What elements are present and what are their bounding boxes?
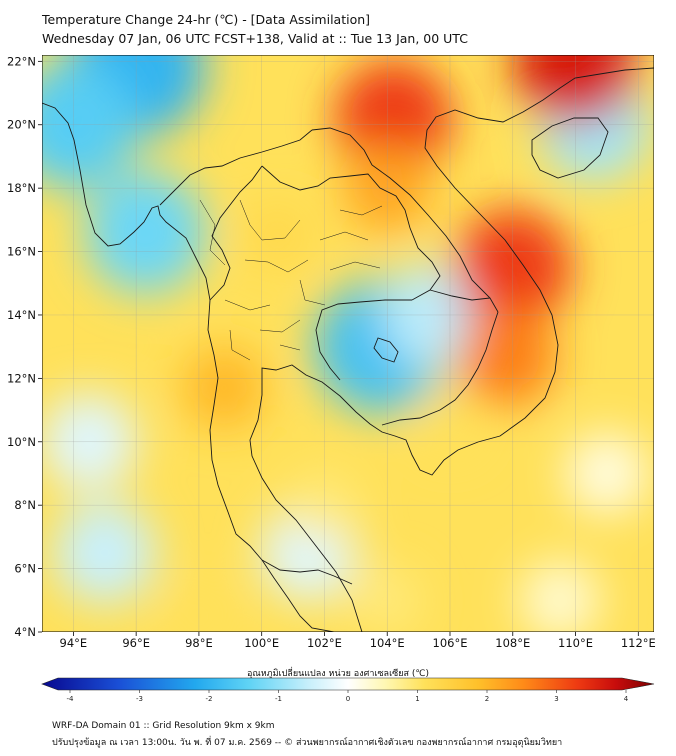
border-myanmar-thailand [159,129,313,301]
field-anomaly-9 [565,432,649,515]
map-axes: 94°E 96°E 98°E 100°E 102°E 104°E 106°E 108°E 110… [7,54,656,650]
lon-tick-label: 110°E [558,636,593,650]
lon-tick-label: 112°E [621,636,656,650]
colorbar-tick-label: 2 [485,695,489,703]
border-cambodia-vietnam [381,289,499,426]
lon-tick-label: 106°E [433,636,468,650]
colorbar: -4 -3 -2 -1 0 1 2 3 4 [41,677,655,703]
colorbar-tick-label: 4 [624,695,629,703]
lon-tick-label: 96°E [122,636,150,650]
lat-tick-label: 10°N [7,435,36,449]
lat-tick-label: 14°N [7,308,36,322]
colorbar-tick-label: 1 [415,695,419,703]
coastline-hainan [531,117,609,179]
temperature-change-map: 94°E 96°E 98°E 100°E 102°E 104°E 106°E 108°E 110… [7,54,656,650]
lat-tick-label: 6°N [14,562,36,576]
lat-tick-label: 8°N [14,498,36,512]
colorbar-tick-label: -4 [67,695,75,703]
colorbar-gradient [41,677,655,691]
lat-tick-label: 16°N [7,245,36,259]
colorbar-tick-label: -3 [136,695,143,703]
field-anomaly-14 [456,306,557,406]
map-title: Temperature Change 24-hr (℃) - [Data Ass… [42,12,371,27]
coastline-mainland [42,67,654,632]
lon-tick-label: 104°E [370,636,405,650]
field-anomaly-10 [520,560,600,632]
lon-tick-label: 98°E [185,636,213,650]
colorbar-title: อุณหภูมิเปลี่ยนแปลง หน่วย องศาเซลเซียส (… [246,669,430,679]
border-laos-vietnam [311,127,499,313]
field-anomaly-11 [335,60,452,177]
temperature-field [42,55,650,632]
graticule [42,55,654,632]
colorbar-ticks: -4 -3 -2 -1 0 1 2 3 4 [67,690,629,703]
lat-tick-label: 18°N [7,181,36,195]
field-anomaly-2 [84,171,207,294]
model-info: WRF-DA Domain 01 :: Grid Resolution 9km … [52,721,275,731]
border-thailand-malaysia [261,559,353,585]
coastline-tonle-sap [373,337,399,363]
lon-tick-label: 108°E [495,636,530,650]
source-credit: ปรับปรุงข้อมูล ณ เวลา 13:00น. วัน พ. ที่… [52,738,563,748]
lon-tick-label: 94°E [60,636,88,650]
provincial-boundaries [199,199,383,361]
lat-tick-label: 20°N [7,118,36,132]
lon-tick-label: 102°E [307,636,342,650]
field-anomaly-18 [244,202,311,269]
field-anomaly-7 [53,501,156,604]
colorbar-tick-label: 3 [554,695,558,703]
border-thailand-cambodia [315,299,412,381]
map-plot-area [42,55,654,632]
map-subtitle: Wednesday 07 Jan, 06 UTC FCST+138, Valid… [42,31,468,46]
colorbar-tick-label: -2 [206,695,213,703]
colorbar-tick-label: -1 [275,695,282,703]
lat-tick-label: 12°N [7,371,36,385]
colorbar-tick-label: 0 [346,695,350,703]
coastlines-borders [42,67,654,632]
lat-tick-label: 22°N [7,54,36,68]
lat-tick-label: 4°N [14,625,36,639]
border-thailand-laos [261,165,441,301]
field-anomaly-16 [182,346,266,430]
lon-tick-label: 100°E [244,636,279,650]
